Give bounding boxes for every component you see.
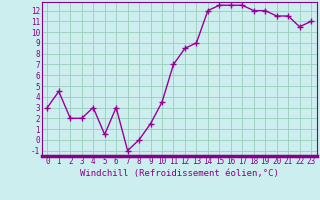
X-axis label: Windchill (Refroidissement éolien,°C): Windchill (Refroidissement éolien,°C) [80, 169, 279, 178]
